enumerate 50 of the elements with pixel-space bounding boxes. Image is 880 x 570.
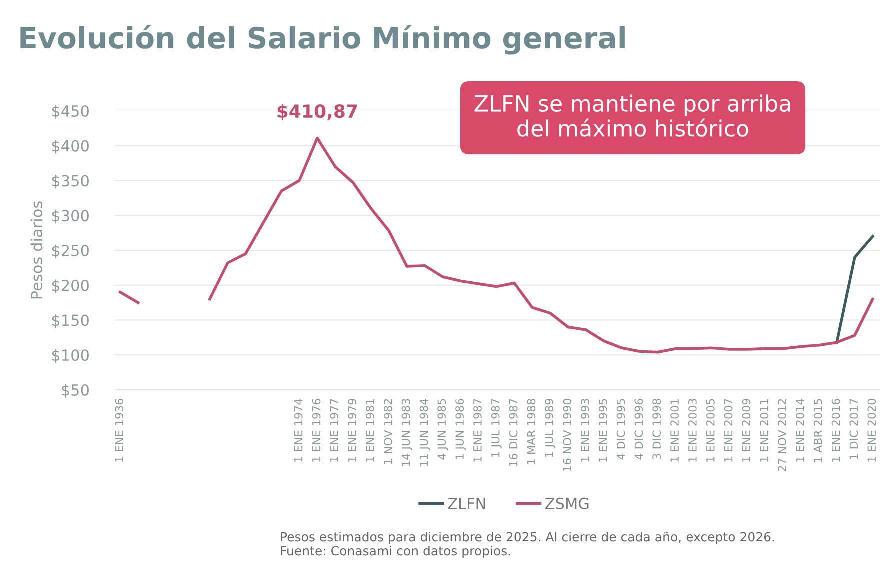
x-tick-label: 1 ENE 1993 bbox=[581, 399, 590, 462]
x-tick-label: 1 MAR 1988 bbox=[527, 399, 536, 464]
x-tick-label: 4 DIC 1996 bbox=[634, 399, 644, 460]
annotation: $410,87 bbox=[278, 104, 358, 121]
x-tick-label: 1 NOV 1982 bbox=[384, 399, 392, 464]
x-tick-label: 3 DIC 1998 bbox=[652, 399, 662, 460]
x-tick-label: 1 JUN 1986 bbox=[456, 399, 466, 460]
legend-label: ZLFN bbox=[448, 498, 486, 510]
x-tick-label: 1 ENE 1995 bbox=[598, 399, 608, 462]
text: Pesos estimados para diciembre de 2025. Al cierre de cada año, excepto 2026. Fuente: Conasami con datos propios. bbox=[281, 532, 774, 558]
y-tick-label: $50 bbox=[62, 384, 89, 398]
x-tick-label: 1 JUL 1989 bbox=[545, 399, 556, 458]
x-tick-label: 16 NOV 1990 bbox=[563, 399, 572, 472]
y-tick-label: $250 bbox=[52, 244, 89, 259]
x-tick-label: 1 ENE 1979 bbox=[348, 399, 357, 462]
x-tick-label: 14 JUN 1983 bbox=[402, 399, 412, 466]
x-tick-label: 1 ENE 1976 bbox=[312, 399, 321, 462]
x-tick-label: 1 ENE 2001 bbox=[670, 399, 679, 462]
y-tick-label: $200 bbox=[52, 280, 89, 294]
x-tick-label: 4 DIC 1995 bbox=[616, 399, 626, 460]
x-tick-label: 1 ENE 2007 bbox=[724, 399, 733, 462]
x-tick-label: 1 ENE 1981 bbox=[366, 399, 374, 462]
legend-label: ZSMG bbox=[545, 498, 589, 510]
y-tick-label: $300 bbox=[52, 210, 89, 224]
x-tick-label: 1 ABR 2015 bbox=[814, 399, 822, 462]
y-tick-label: $450 bbox=[52, 105, 89, 120]
y-tick-label: $150 bbox=[52, 314, 89, 328]
x-tick-label: 1 DIC 2017 bbox=[850, 399, 858, 460]
y-tick-label: $100 bbox=[52, 349, 89, 364]
x-tick-label: 1 ENE 2003 bbox=[688, 399, 697, 462]
x-tick-label: 1 ENE 2005 bbox=[706, 399, 715, 462]
y-tick-label: $400 bbox=[52, 140, 89, 154]
x-tick-label: 1 ENE 1987 bbox=[474, 399, 482, 462]
x-tick-label: 1 ENE 2009 bbox=[742, 399, 751, 462]
x-tick-label: 11 JUN 1984 bbox=[420, 398, 430, 466]
x-tick-label: 1 JUL 1987 bbox=[491, 399, 502, 458]
x-tick-label: 4 JUN 1985 bbox=[438, 399, 448, 460]
y-axis-title: Pesos diarios bbox=[30, 202, 43, 299]
chart-title: Evolución del Salario Mínimo general bbox=[20, 25, 625, 55]
annotation: ZLFN se mantiene por arriba del máximo histórico bbox=[474, 94, 790, 137]
x-tick-label: 1 ENE 2016 bbox=[832, 399, 840, 462]
x-tick-label: 1 ENE 2011 bbox=[760, 399, 769, 462]
x-tick-label: 1 ENE 2014 bbox=[796, 398, 804, 462]
y-tick-label: $350 bbox=[52, 174, 89, 189]
x-tick-label: 1 ENE 1936 bbox=[115, 399, 124, 462]
x-tick-label: 1 ENE 2020 bbox=[868, 399, 876, 462]
x-tick-label: 27 NOV 2012 bbox=[778, 399, 786, 472]
x-tick-label: 1 ENE 1977 bbox=[330, 399, 339, 462]
x-tick-label: 1 ENE 1974 bbox=[294, 398, 303, 462]
x-tick-label: 16 DIC 1987 bbox=[509, 399, 518, 466]
